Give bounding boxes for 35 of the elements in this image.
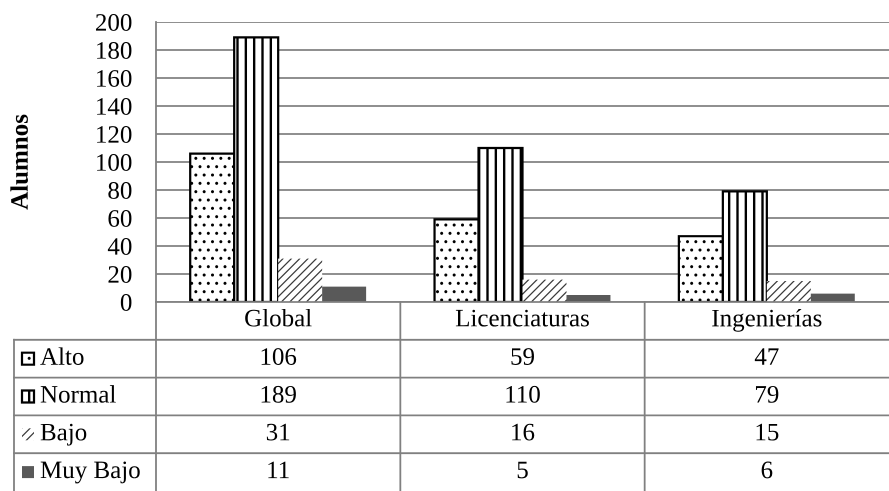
- legend-label: Bajo: [40, 424, 86, 446]
- bar: [522, 280, 566, 302]
- data-label: 79: [756, 386, 778, 403]
- data-label: 110: [506, 386, 540, 403]
- data-label: 31: [266, 424, 290, 441]
- y-tick-label: 120: [97, 126, 132, 143]
- x-tick-label: Ingenierías: [712, 308, 822, 332]
- y-axis-title: Alumnos: [10, 114, 28, 210]
- y-tick-label: 140: [97, 98, 132, 115]
- data-label: 6: [762, 462, 772, 478]
- x-tick-label: Global: [245, 308, 312, 327]
- y-tick-label: 200: [96, 14, 132, 31]
- y-tick-label: 80: [108, 182, 132, 199]
- y-tick-label: 60: [108, 210, 132, 227]
- bar: [278, 258, 322, 302]
- data-label: 189: [262, 386, 296, 403]
- legend-label: Alto: [40, 347, 84, 365]
- y-tick-label: 40: [108, 238, 132, 255]
- data-label: 47: [754, 348, 779, 365]
- bar: [322, 286, 366, 302]
- data-label: 59: [511, 348, 534, 365]
- data-label: 15: [756, 424, 778, 441]
- y-tick-label: 0: [120, 294, 132, 311]
- y-tick-label: 100: [97, 154, 132, 171]
- y-tick-label: 20: [108, 266, 132, 283]
- y-tick-label: 180: [97, 42, 132, 59]
- data-label: 5: [518, 462, 528, 478]
- bar: [766, 281, 811, 302]
- data-label: 11: [268, 462, 289, 478]
- legend-label: Normal: [40, 385, 116, 403]
- data-label: 16: [512, 424, 534, 441]
- y-tick-label: 160: [97, 70, 132, 87]
- x-tick-label: Licenciaturas: [456, 310, 589, 327]
- data-label: 106: [262, 348, 296, 365]
- legend-label: Muy Bajo: [40, 461, 140, 484]
